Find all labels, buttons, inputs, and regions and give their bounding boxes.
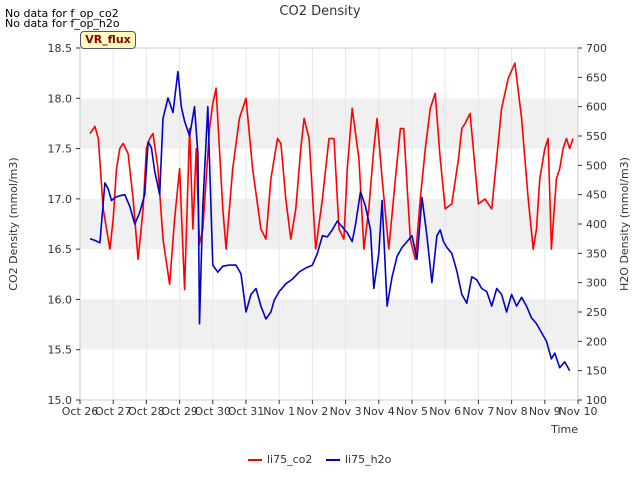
y-tick-label: 15.0	[48, 394, 73, 407]
y-tick-label: 17.5	[48, 143, 73, 156]
y-tick-label: 18.0	[48, 92, 73, 105]
y2-tick-label: 350	[586, 247, 607, 260]
y2-tick-label: 250	[586, 306, 607, 319]
x-tick-label: Oct 29	[161, 405, 198, 418]
x-tick-label: Nov 10	[559, 405, 598, 418]
y-tick-label: 15.5	[48, 344, 73, 357]
x-tick-label: Nov 3	[330, 405, 362, 418]
series-line-li75_h2o	[89, 70, 571, 372]
y2-axis-label: H2O Density (mmol/m3)	[618, 157, 631, 291]
y2-tick-label: 400	[586, 218, 607, 231]
y2-tick-label: 450	[586, 189, 607, 202]
plot-band	[80, 299, 578, 350]
legend: li75_co2 li75_h2o	[0, 452, 640, 468]
series-layer	[89, 62, 574, 372]
y-tick-label: 16.5	[48, 243, 73, 256]
x-tick-label: Nov 7	[462, 405, 494, 418]
legend-label-h2o: li75_h2o	[345, 453, 392, 466]
y2-tick-label: 100	[586, 394, 607, 407]
legend-swatch-co2	[248, 459, 262, 461]
y2-tick-label: 550	[586, 130, 607, 143]
y-tick-label: 17.0	[48, 193, 73, 206]
nodata-co2-text: No data for f_op_co2	[5, 7, 119, 20]
x-tick-label: Nov 8	[496, 405, 528, 418]
y-axis-label: CO2 Density (mmol/m3)	[7, 157, 20, 290]
y2-tick-label: 700	[586, 42, 607, 55]
legend-label-co2: li75_co2	[267, 453, 313, 466]
x-tick-label: Oct 27	[95, 405, 132, 418]
x-tick-label: Oct 31	[228, 405, 265, 418]
x-tick-label: Nov 6	[429, 405, 461, 418]
y2-tick-label: 650	[586, 71, 607, 84]
x-tick-label: Nov 1	[263, 405, 295, 418]
x-axis-label: Time	[550, 423, 578, 436]
y2-tick-label: 500	[586, 159, 607, 172]
vr-flux-badge: VR_flux	[80, 31, 136, 49]
x-tick-label: Nov 4	[363, 405, 395, 418]
x-tick-label: Nov 2	[296, 405, 328, 418]
legend-swatch-h2o	[326, 459, 340, 461]
y2-tick-label: 200	[586, 335, 607, 348]
y2-tick-label: 300	[586, 277, 607, 290]
y-axis-ticks: 15.0 15.5 16.0 16.5 17.0 17.5 18.0 18.5	[48, 42, 80, 407]
x-tick-label: Nov 5	[396, 405, 428, 418]
y2-tick-label: 150	[586, 365, 607, 378]
x-tick-label: Nov 9	[529, 405, 561, 418]
x-tick-label: Oct 30	[195, 405, 232, 418]
plot-bands	[80, 48, 578, 400]
x-tick-label: Oct 28	[128, 405, 165, 418]
y-tick-label: 18.5	[48, 42, 73, 55]
y2-tick-label: 600	[586, 101, 607, 114]
y-tick-label: 16.0	[48, 293, 73, 306]
plot-band	[80, 198, 578, 250]
chart-title: CO2 Density	[279, 4, 361, 19]
nodata-h2o-text: No data for f_op_h2o	[5, 17, 120, 30]
y2-axis-ticks: 100 150 200 250 300 350 400 450 500 550 600 650 700	[578, 42, 607, 407]
series-line-li75_co2	[89, 62, 574, 291]
x-tick-label: Oct 26	[62, 405, 99, 418]
